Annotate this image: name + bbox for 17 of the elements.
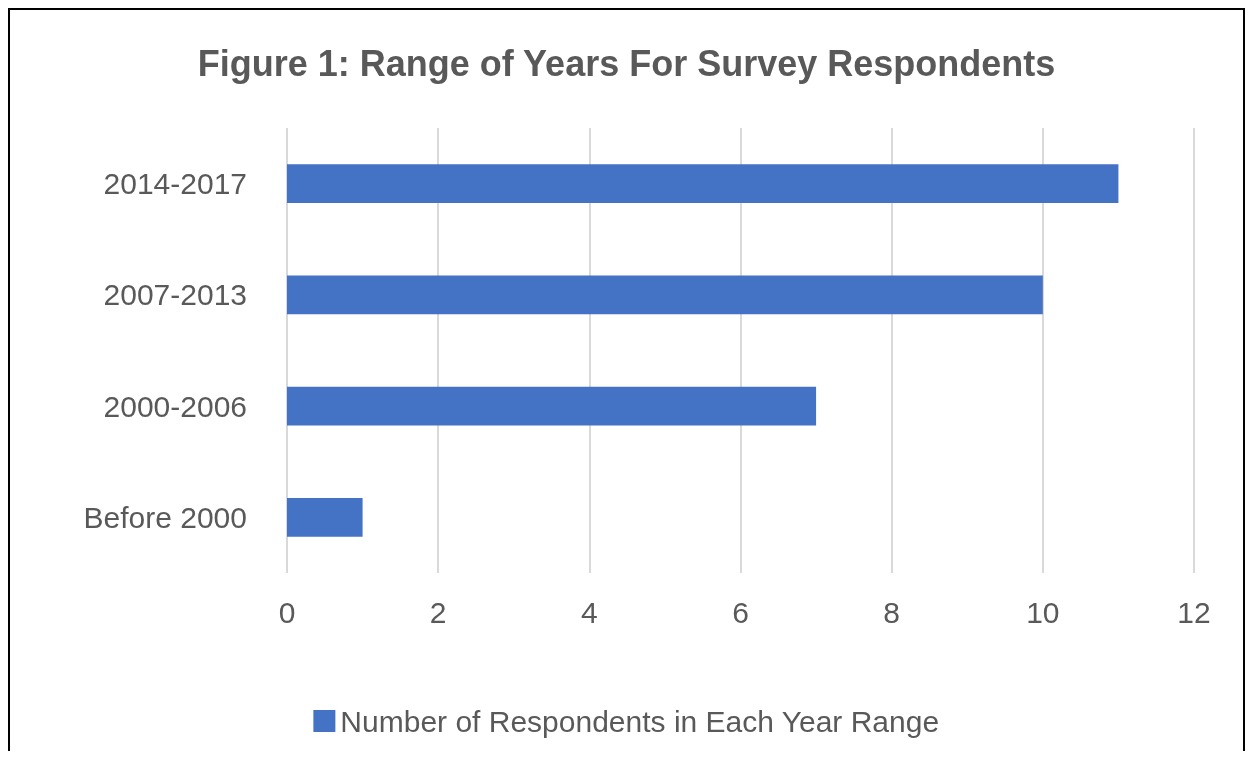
y-tick-label: 2007-2013 xyxy=(103,278,247,312)
x-tick-label: 10 xyxy=(1026,595,1060,629)
y-tick-label: 2000-2006 xyxy=(103,389,247,423)
legend-label: Number of Respondents in Each Year Range xyxy=(340,704,940,738)
bar xyxy=(287,164,1119,204)
y-tick-label: 2014-2017 xyxy=(103,167,247,201)
x-tick-label: 2 xyxy=(429,595,447,629)
x-tick-label: 6 xyxy=(732,595,749,629)
x-tick-label: 0 xyxy=(278,595,296,629)
bar xyxy=(287,386,817,426)
bar xyxy=(287,275,1043,315)
x-tick-label: 4 xyxy=(580,595,598,629)
x-tick-label: 8 xyxy=(883,595,901,629)
y-tick-label: Before 2000 xyxy=(83,500,247,534)
x-tick-label: 12 xyxy=(1177,595,1211,629)
bar xyxy=(287,497,363,537)
chart-title: Figure 1: Range of Years For Survey Respondents xyxy=(197,42,1056,84)
